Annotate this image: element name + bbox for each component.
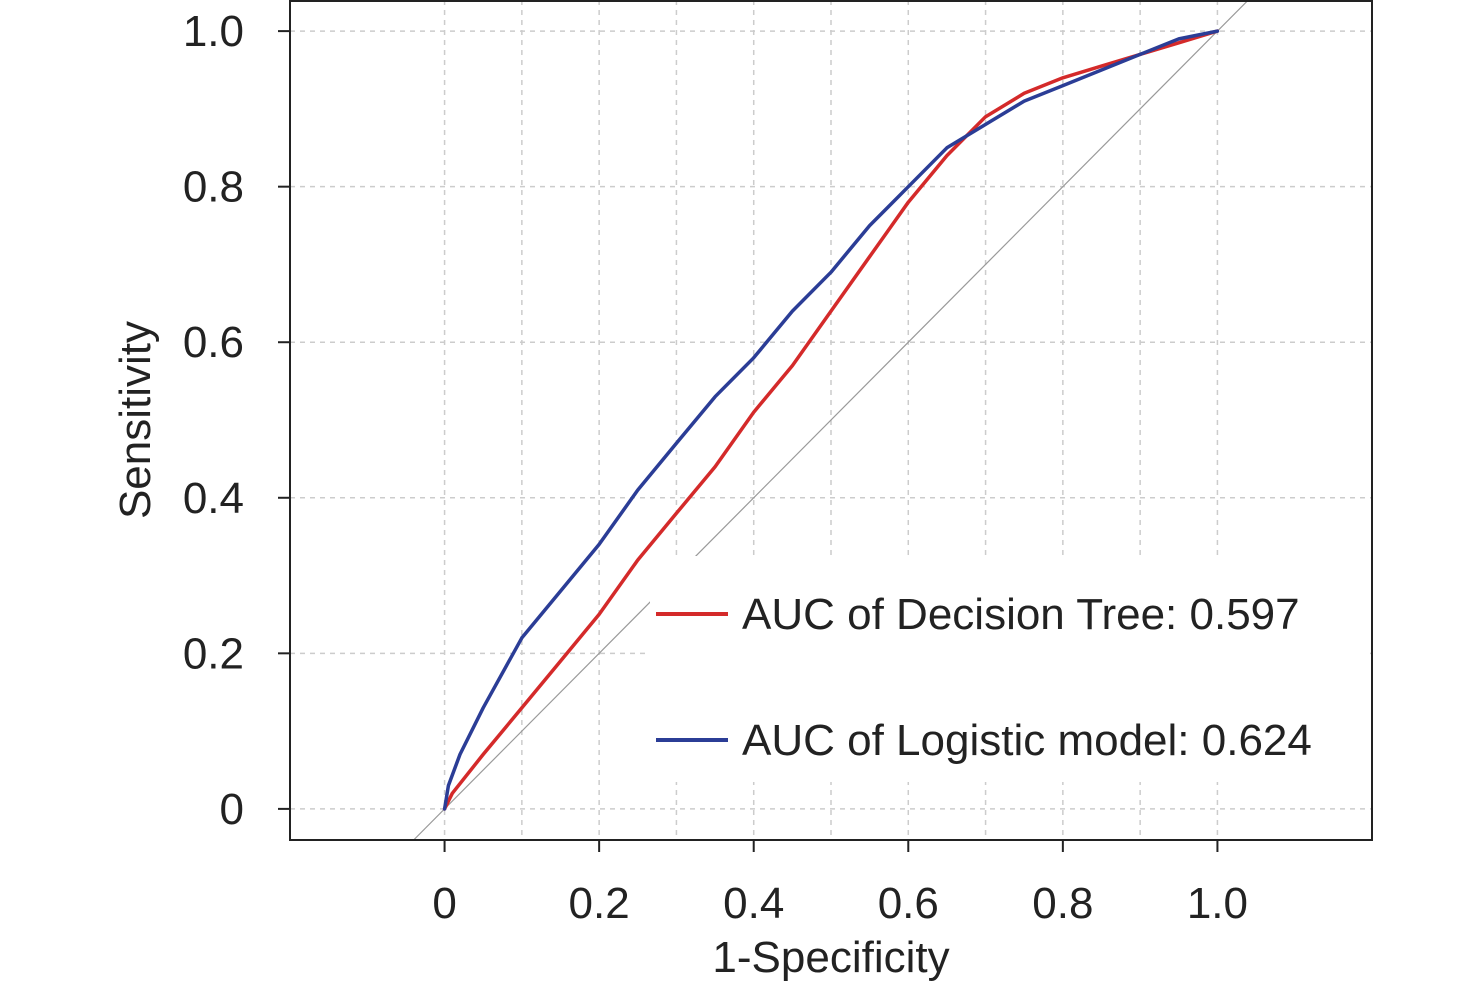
y-tick-label: 0.4 bbox=[183, 474, 244, 523]
y-tick-label: 0.2 bbox=[183, 629, 244, 678]
x-tick-label: 0.6 bbox=[878, 879, 939, 928]
x-tick-label: 0.8 bbox=[1032, 879, 1093, 928]
y-tick-label: 0 bbox=[220, 785, 244, 834]
y-axis-label: Sensitivity bbox=[111, 321, 160, 519]
reference-diagonal bbox=[413, 0, 1249, 841]
y-tick-label: 0.6 bbox=[183, 318, 244, 367]
series-line-decision-tree bbox=[442, 29, 1220, 811]
series-line-logistic-model bbox=[442, 29, 1220, 811]
y-tick-label: 1.0 bbox=[183, 7, 244, 56]
x-tick-label: 1.0 bbox=[1187, 879, 1248, 928]
x-tick-label: 0.4 bbox=[723, 879, 784, 928]
legend: AUC of Decision Tree: 0.597 AUC of Logist… bbox=[656, 590, 1312, 765]
series-lines bbox=[442, 29, 1220, 811]
legend-label: AUC of Logistic model: 0.624 bbox=[742, 716, 1312, 765]
x-tick-label: 0 bbox=[432, 879, 456, 928]
legend-background bbox=[650, 556, 1366, 782]
legend-label: AUC of Decision Tree: 0.597 bbox=[742, 590, 1300, 639]
x-tick-label: 0.2 bbox=[569, 879, 630, 928]
x-axis-label: 1-Specificity bbox=[712, 933, 949, 982]
ticks: 0 0.2 0.4 0.6 0.8 1.0 0 0.2 0.4 0.6 0.8 1.0 bbox=[183, 7, 1248, 928]
y-tick-label: 0.8 bbox=[183, 163, 244, 212]
plot-frame bbox=[289, 0, 1373, 841]
